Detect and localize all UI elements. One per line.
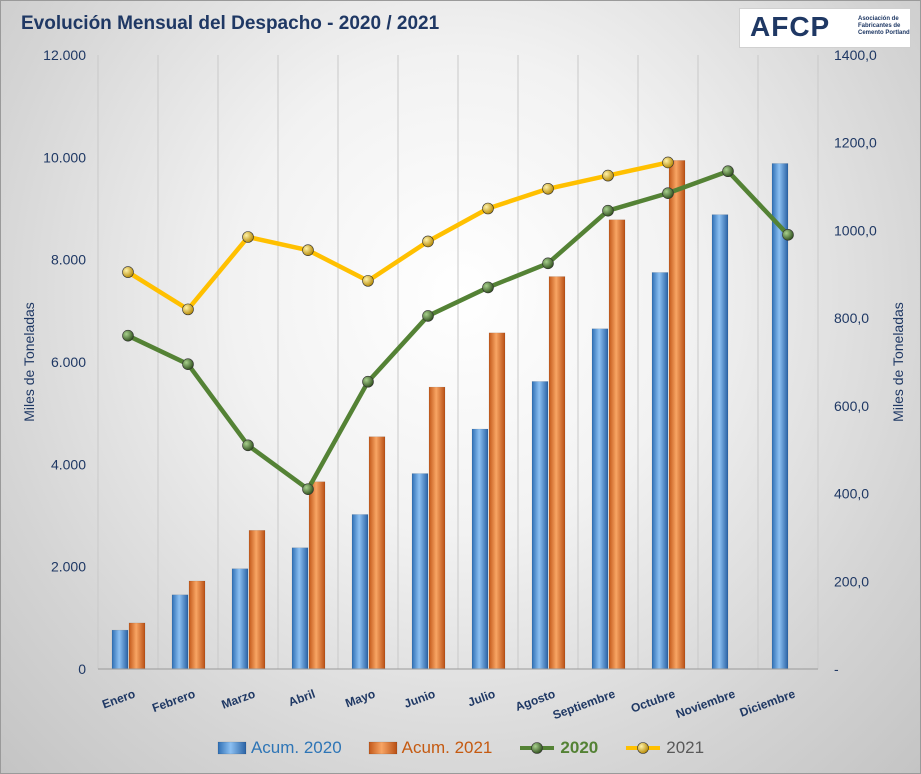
legend: Acum. 2020 Acum. 2021 2020 2021: [1, 738, 920, 758]
bar-acum-2020: [411, 473, 429, 670]
logo-subtitle: Asociación de Fabricantes de Cemento Por…: [858, 16, 910, 36]
point-series-2020: [722, 165, 734, 178]
point-series-2021: [602, 169, 614, 182]
point-series-2021: [182, 303, 194, 316]
y-right-tick-label: 1000,0: [834, 222, 877, 238]
y-left-axis-title: Miles de Toneladas: [21, 302, 37, 422]
legend-label: Acum. 2021: [401, 738, 493, 757]
point-series-2020: [602, 204, 614, 217]
bar-acum-2020: [591, 328, 609, 670]
bar-acum-2021: [308, 481, 326, 670]
point-series-2020: [422, 310, 434, 322]
y-right-tick-label: 1400,0: [834, 47, 877, 63]
point-series-2020: [242, 439, 254, 452]
y-right-tick-label: 200,0: [834, 573, 869, 589]
point-series-2021: [662, 156, 674, 169]
logo-word: AFCP: [750, 11, 831, 42]
bar-acum-2020: [531, 381, 549, 670]
legend-label: 2021: [666, 738, 705, 757]
point-series-2021: [302, 244, 314, 256]
bar-acum-2020: [471, 428, 489, 670]
y-left-tick-label: 6.000: [51, 354, 86, 370]
bars-layer: [111, 160, 789, 670]
point-series-2021: [362, 275, 374, 287]
legend-swatch-dot: [637, 742, 650, 754]
point-series-2021: [542, 182, 554, 195]
x-tick-label: Enero: [100, 687, 137, 712]
line-series-2021: [125, 160, 671, 312]
afcp-logo: AFCP Asociación de Fabricantes de Cement…: [739, 8, 911, 48]
x-tick-label: Mayo: [343, 687, 377, 711]
legend-label: Acum. 2020: [250, 738, 342, 757]
legend-swatch: [217, 741, 247, 755]
bar-acum-2020: [171, 594, 189, 670]
lines-layer: [122, 156, 794, 495]
bar-acum-2020: [111, 629, 129, 670]
legend-item: Acum. 2020: [217, 738, 342, 758]
x-tick-label: Julio: [466, 687, 497, 710]
legend-swatch-dot: [531, 742, 544, 754]
bar-acum-2021: [428, 386, 446, 670]
legend-swatch: [368, 741, 397, 755]
bar-acum-2021: [608, 219, 626, 670]
bar-acum-2020: [351, 514, 369, 670]
legend-item: Acum. 2021: [368, 738, 493, 758]
point-series-2020: [122, 329, 134, 342]
legend-swatch: [520, 742, 555, 754]
bar-acum-2020: [231, 568, 249, 670]
point-series-2021: [422, 235, 434, 248]
bar-acum-2020: [291, 547, 309, 670]
x-tick-label: Noviembre: [674, 687, 737, 721]
point-series-2020: [482, 281, 494, 294]
legend-swatch-bar: [368, 741, 397, 755]
legend-swatch: [626, 742, 661, 754]
legend-label: 2020: [560, 738, 599, 757]
y-left-tick-label: 8.000: [51, 252, 86, 268]
point-series-2020: [302, 483, 314, 495]
y-right-tick-label: 600,0: [834, 398, 869, 414]
x-tick-label: Septiembre: [551, 687, 618, 723]
point-series-2020: [182, 358, 194, 370]
bar-acum-2021: [548, 276, 566, 670]
line-series-2020: [125, 168, 791, 492]
bar-acum-2020: [711, 214, 729, 670]
bar-acum-2021: [248, 530, 266, 670]
bar-acum-2021: [488, 332, 506, 670]
y-right-tick-label: 400,0: [834, 486, 869, 502]
x-tick-label: Octubre: [629, 687, 677, 716]
bar-acum-2020: [651, 272, 669, 670]
y-right-tick-label: -: [834, 661, 839, 677]
chart-title: Evolución Mensual del Despacho - 2020 / …: [21, 13, 440, 34]
x-tick-label: Junio: [402, 687, 437, 711]
x-tick-label: Abril: [287, 687, 317, 710]
point-series-2020: [542, 257, 554, 270]
y-right-tick-label: 1200,0: [834, 135, 877, 151]
point-series-2021: [122, 266, 134, 278]
point-series-2020: [662, 187, 674, 199]
legend-item: 2020: [518, 738, 598, 758]
bar-acum-2021: [188, 580, 206, 670]
y-left-tick-label: 0: [78, 661, 86, 677]
y-right-tick-label: 800,0: [834, 310, 869, 326]
point-series-2021: [482, 202, 494, 215]
point-series-2020: [362, 375, 374, 388]
bar-acum-2021: [668, 160, 686, 670]
bar-acum-2021: [128, 622, 146, 670]
y-left-tick-label: 12.000: [43, 47, 86, 63]
y-right-axis-title: Miles de Toneladas: [890, 302, 906, 422]
point-series-2020: [782, 229, 794, 241]
x-tick-label: Marzo: [220, 687, 257, 712]
y-left-tick-label: 2.000: [51, 559, 86, 575]
legend-swatch-bar: [217, 741, 247, 755]
bar-acum-2021: [368, 436, 386, 670]
x-tick-label: Febrero: [150, 687, 197, 715]
legend-item: 2021: [624, 738, 704, 758]
y-left-tick-label: 4.000: [51, 456, 86, 472]
x-tick-label: Diciembre: [738, 687, 798, 720]
y-left-tick-label: 10.000: [43, 149, 86, 165]
grid-lines: [97, 55, 819, 669]
point-series-2021: [242, 231, 254, 243]
